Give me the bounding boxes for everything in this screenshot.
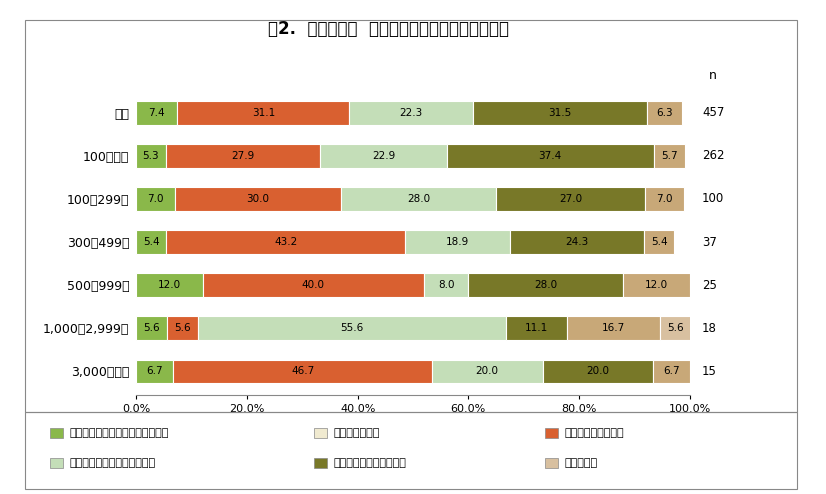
Text: 5.4: 5.4 <box>143 237 159 247</box>
Bar <box>406 230 510 254</box>
Bar <box>543 360 653 383</box>
Bar <box>644 230 674 254</box>
Bar <box>166 230 406 254</box>
Text: 100: 100 <box>702 193 724 206</box>
Text: 31.5: 31.5 <box>548 108 572 118</box>
Text: 7.4: 7.4 <box>149 108 165 118</box>
Text: 37: 37 <box>702 236 717 248</box>
Text: 5.4: 5.4 <box>651 237 667 247</box>
Text: 東日本大震災以降、既に導入した: 東日本大震災以降、既に導入した <box>69 428 169 438</box>
Text: 40.0: 40.0 <box>301 280 325 290</box>
Text: 46.7: 46.7 <box>291 367 314 376</box>
Text: 6.3: 6.3 <box>656 108 673 118</box>
Bar <box>567 317 660 340</box>
Bar <box>424 273 468 297</box>
Bar <box>136 273 202 297</box>
Text: 43.2: 43.2 <box>274 237 297 247</box>
Text: あまり導入したいと思わない: あまり導入したいと思わない <box>69 458 155 468</box>
Bar <box>624 273 690 297</box>
Bar <box>506 317 567 340</box>
Text: 5.7: 5.7 <box>661 151 678 161</box>
Text: 導入しない・不要である: 導入しない・不要である <box>334 458 406 468</box>
Text: 11.1: 11.1 <box>525 324 548 333</box>
Text: 18.9: 18.9 <box>446 237 469 247</box>
Bar <box>341 187 496 211</box>
Bar <box>173 360 432 383</box>
Text: わからない: わからない <box>565 458 598 468</box>
Bar <box>136 144 166 167</box>
Text: 6.7: 6.7 <box>663 367 680 376</box>
Text: 457: 457 <box>702 106 724 119</box>
Text: 5.6: 5.6 <box>144 324 160 333</box>
Bar <box>136 187 175 211</box>
Bar <box>168 317 198 340</box>
Text: 30.0: 30.0 <box>246 194 269 204</box>
Text: 25: 25 <box>702 279 717 291</box>
Text: 24.3: 24.3 <box>566 237 589 247</box>
Text: できれば導入したい: できれば導入したい <box>565 428 624 438</box>
Bar <box>136 230 166 254</box>
Bar <box>136 101 178 124</box>
Bar <box>496 187 645 211</box>
Text: 22.3: 22.3 <box>400 108 423 118</box>
Bar <box>653 360 691 383</box>
Bar <box>468 273 624 297</box>
Bar <box>136 317 168 340</box>
Bar <box>136 360 173 383</box>
Bar <box>645 187 684 211</box>
Bar <box>349 101 472 124</box>
Bar <box>472 101 647 124</box>
Text: 20.0: 20.0 <box>586 367 610 376</box>
Bar <box>178 101 349 124</box>
Text: 27.0: 27.0 <box>559 194 582 204</box>
Text: 262: 262 <box>702 149 724 163</box>
Text: 27.9: 27.9 <box>231 151 254 161</box>
Text: 55.6: 55.6 <box>340 324 363 333</box>
Text: 15: 15 <box>702 365 717 378</box>
Text: n: n <box>709 69 717 82</box>
Bar <box>653 144 686 167</box>
Text: 12.0: 12.0 <box>158 280 181 290</box>
Text: 図2.  従業員数別  自家発電装置の導入意欲の変化: 図2. 従業員数別 自家発電装置の導入意欲の変化 <box>268 20 509 38</box>
Bar <box>202 273 424 297</box>
Text: 7.0: 7.0 <box>657 194 673 204</box>
Bar <box>198 317 506 340</box>
Bar <box>432 360 543 383</box>
Text: 5.6: 5.6 <box>174 324 191 333</box>
Bar <box>647 101 682 124</box>
Text: 5.6: 5.6 <box>667 324 684 333</box>
Text: 20.0: 20.0 <box>476 367 499 376</box>
Text: 18: 18 <box>702 322 717 335</box>
Text: 8.0: 8.0 <box>438 280 454 290</box>
Bar <box>510 230 644 254</box>
Text: 16.7: 16.7 <box>602 324 625 333</box>
Bar <box>320 144 447 167</box>
Text: 5.3: 5.3 <box>143 151 159 161</box>
Text: ぜひ導入したい: ぜひ導入したい <box>334 428 380 438</box>
Text: 22.9: 22.9 <box>372 151 395 161</box>
Text: 28.0: 28.0 <box>534 280 558 290</box>
Text: 37.4: 37.4 <box>539 151 562 161</box>
Text: 12.0: 12.0 <box>645 280 668 290</box>
Bar <box>447 144 653 167</box>
Bar <box>166 144 320 167</box>
Text: 7.0: 7.0 <box>147 194 164 204</box>
Text: 28.0: 28.0 <box>407 194 430 204</box>
Text: 6.7: 6.7 <box>146 367 164 376</box>
Text: 31.1: 31.1 <box>252 108 275 118</box>
Bar <box>660 317 691 340</box>
Bar <box>175 187 341 211</box>
